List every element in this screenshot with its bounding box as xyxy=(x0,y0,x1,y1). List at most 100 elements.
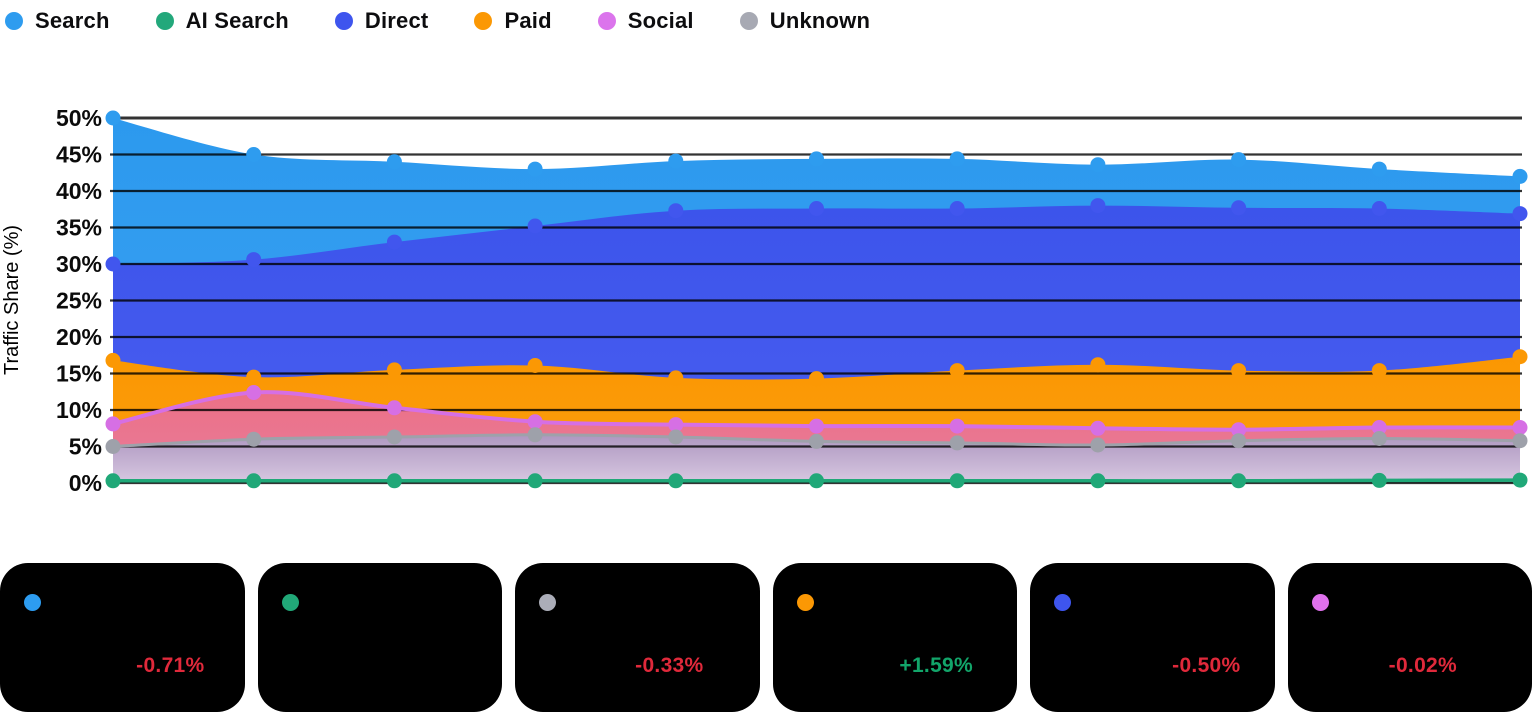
point-paid-4[interactable] xyxy=(668,370,684,386)
change-badge: -0.33% xyxy=(635,654,704,677)
point-social-8[interactable] xyxy=(1231,422,1247,438)
point-search-0[interactable] xyxy=(105,110,121,126)
point-ai-search-8[interactable] xyxy=(1231,473,1247,489)
point-search-6[interactable] xyxy=(949,151,965,167)
legend-label: Paid xyxy=(504,8,552,33)
legend-item-search[interactable]: Search xyxy=(5,8,110,34)
legend-label: Unknown xyxy=(769,8,871,33)
point-paid-7[interactable] xyxy=(1090,357,1106,373)
point-direct-8[interactable] xyxy=(1231,200,1247,216)
point-ai-search-3[interactable] xyxy=(527,473,543,489)
point-ai-search-10[interactable] xyxy=(1512,472,1528,488)
direct-dot-icon xyxy=(1054,594,1071,611)
y-tick-label: 35% xyxy=(56,215,102,241)
point-direct-6[interactable] xyxy=(949,201,965,216)
point-social-9[interactable] xyxy=(1371,420,1387,435)
point-direct-1[interactable] xyxy=(246,252,262,268)
card-ai-search[interactable] xyxy=(257,563,502,712)
unknown-dot-icon xyxy=(539,594,556,611)
point-paid-9[interactable] xyxy=(1371,363,1387,379)
traffic-share-area-chart: 50% 45% 40% 35% 30% 25% 20% 15% 10% 5% 0% Traffic S… xyxy=(1,105,1528,496)
legend-label: Direct xyxy=(364,8,429,33)
card-direct[interactable]: -0.50% xyxy=(1030,563,1275,712)
point-direct-3[interactable] xyxy=(527,218,543,234)
point-unknown-5[interactable] xyxy=(809,433,824,449)
point-search-9[interactable] xyxy=(1371,161,1387,177)
point-direct-2[interactable] xyxy=(386,234,402,250)
point-social-0[interactable] xyxy=(105,416,121,432)
point-ai-search-7[interactable] xyxy=(1090,473,1106,489)
point-search-5[interactable] xyxy=(809,151,824,167)
point-search-1[interactable] xyxy=(246,147,262,162)
change-badge: +1.59% xyxy=(899,654,973,677)
point-search-7[interactable] xyxy=(1090,157,1106,173)
card-social[interactable]: -0.02% xyxy=(1287,563,1532,712)
point-direct-9[interactable] xyxy=(1371,201,1387,216)
social-legend-dot-icon xyxy=(597,12,616,30)
point-ai-search-9[interactable] xyxy=(1371,472,1387,488)
point-search-10[interactable] xyxy=(1512,168,1528,184)
point-unknown-7[interactable] xyxy=(1090,437,1106,453)
point-unknown-1[interactable] xyxy=(246,431,262,447)
y-tick-label: 5% xyxy=(69,434,102,460)
point-unknown-6[interactable] xyxy=(949,435,965,451)
card-unknown[interactable]: -0.33% xyxy=(515,563,760,712)
card-search[interactable]: -0.71% xyxy=(0,563,245,712)
point-direct-4[interactable] xyxy=(668,203,684,219)
point-paid-8[interactable] xyxy=(1231,363,1247,379)
point-social-1[interactable] xyxy=(246,385,262,400)
point-direct-7[interactable] xyxy=(1090,198,1106,214)
legend-item-social[interactable]: Social xyxy=(597,8,694,34)
point-paid-10[interactable] xyxy=(1512,349,1528,365)
point-social-3[interactable] xyxy=(527,414,543,430)
legend-label: Search xyxy=(35,8,110,33)
point-unknown-4[interactable] xyxy=(668,429,684,445)
paid-dot-icon xyxy=(796,594,814,611)
point-search-2[interactable] xyxy=(386,154,402,170)
point-unknown-2[interactable] xyxy=(386,429,402,445)
point-paid-0[interactable] xyxy=(105,352,121,368)
point-direct-10[interactable] xyxy=(1512,206,1528,222)
point-social-10[interactable] xyxy=(1512,420,1528,435)
point-search-8[interactable] xyxy=(1231,152,1247,168)
y-tick-label: 25% xyxy=(56,288,102,314)
point-paid-1[interactable] xyxy=(246,369,262,385)
point-ai-search-6[interactable] xyxy=(949,473,965,489)
point-social-7[interactable] xyxy=(1090,420,1106,436)
point-unknown-9[interactable] xyxy=(1371,431,1387,446)
y-tick-label: 45% xyxy=(56,142,102,168)
point-unknown-8[interactable] xyxy=(1231,433,1247,449)
point-unknown-10[interactable] xyxy=(1512,433,1528,449)
point-ai-search-5[interactable] xyxy=(809,473,824,489)
point-social-2[interactable] xyxy=(386,400,402,416)
legend-item-direct[interactable]: Direct xyxy=(334,8,429,34)
point-search-4[interactable] xyxy=(668,153,684,169)
point-ai-search-2[interactable] xyxy=(386,473,402,489)
legend-item-paid[interactable]: Paid xyxy=(474,8,552,34)
point-unknown-3[interactable] xyxy=(527,427,543,443)
point-ai-search-0[interactable] xyxy=(105,473,121,489)
point-paid-6[interactable] xyxy=(949,363,965,379)
point-ai-search-4[interactable] xyxy=(668,473,684,489)
point-direct-5[interactable] xyxy=(809,201,824,216)
point-paid-2[interactable] xyxy=(386,362,402,378)
point-social-4[interactable] xyxy=(668,417,684,433)
unknown-legend-dot-icon xyxy=(739,12,758,30)
ai-search-dot-icon xyxy=(281,594,299,611)
y-tick-label: 20% xyxy=(56,324,102,350)
point-ai-search-1[interactable] xyxy=(246,473,262,489)
y-tick-label: 10% xyxy=(56,397,102,423)
point-unknown-0[interactable] xyxy=(105,439,121,454)
point-paid-5[interactable] xyxy=(809,371,824,387)
point-social-6[interactable] xyxy=(949,418,965,434)
change-badge: -0.71% xyxy=(136,654,205,677)
point-paid-3[interactable] xyxy=(527,358,543,373)
point-direct-0[interactable] xyxy=(105,256,121,272)
legend-item-ai-search[interactable]: AI Search xyxy=(155,8,289,34)
point-social-5[interactable] xyxy=(809,418,824,434)
card-paid[interactable]: +1.59% xyxy=(772,563,1017,712)
point-search-3[interactable] xyxy=(527,161,543,177)
search-legend-dot-icon xyxy=(5,12,23,30)
y-tick-label: 50% xyxy=(56,105,102,131)
legend-item-unknown[interactable]: Unknown xyxy=(739,8,871,34)
